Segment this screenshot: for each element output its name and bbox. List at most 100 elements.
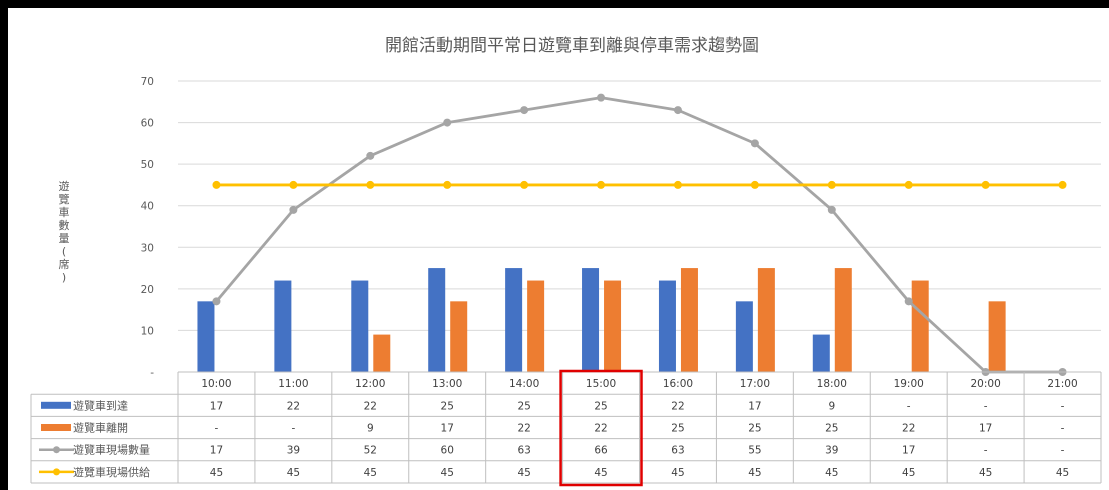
y-axis-label: 遊覽車數量(席)	[59, 179, 70, 284]
data-label: 63	[517, 445, 530, 457]
gridlines	[178, 80, 1101, 331]
line-marker	[904, 180, 913, 189]
legend-label: 遊覽車離開	[73, 421, 128, 435]
legend-swatch	[41, 401, 71, 409]
line-marker	[673, 180, 682, 189]
data-label: 52	[364, 445, 377, 457]
legend-swatch-marker	[53, 446, 60, 454]
bar	[911, 280, 929, 372]
bar	[527, 280, 545, 372]
data-label: -	[984, 400, 988, 412]
y-tick-label: 40	[141, 201, 154, 213]
line-marker	[827, 205, 836, 214]
data-label: 17	[979, 423, 992, 435]
line-marker	[673, 106, 682, 115]
data-label: 45	[287, 467, 300, 479]
data-label: -	[1061, 445, 1065, 457]
line-marker	[443, 118, 452, 127]
data-label: 45	[441, 467, 454, 479]
bar	[582, 268, 600, 372]
legend-swatch-marker	[53, 468, 60, 476]
data-label: 45	[517, 467, 530, 479]
y-tick-labels: - 10 20 30 40 50 60 70	[141, 76, 155, 379]
line-marker	[520, 180, 529, 189]
bar	[834, 268, 852, 372]
line-marker	[366, 180, 375, 189]
data-label: 17	[210, 400, 223, 412]
legend-label: 遊覽車現場數量	[73, 443, 150, 457]
data-label: 22	[364, 400, 377, 412]
bar	[757, 268, 775, 372]
bar	[450, 301, 468, 372]
data-label: 25	[748, 423, 761, 435]
bars	[197, 268, 1006, 372]
data-label: 9	[828, 400, 835, 412]
line-marker	[289, 180, 298, 189]
data-label: 17	[902, 445, 915, 457]
chart-frame: 開館活動期間平常日遊覽車到離與停車需求趨勢圖 遊覽車數量(席) - 10 20 30 4…	[8, 8, 1109, 490]
data-label: 39	[287, 445, 300, 457]
legend-label: 遊覽車現場供給	[73, 465, 150, 479]
data-label: 45	[979, 467, 992, 479]
data-label: 22	[517, 423, 530, 435]
data-label: 22	[902, 423, 915, 435]
line-marker	[520, 106, 529, 115]
bar	[351, 280, 369, 372]
line-marker	[212, 297, 221, 306]
data-label: -	[1061, 400, 1065, 412]
x-tick-label: 13:00	[432, 378, 462, 390]
x-tick-label: 12:00	[355, 378, 385, 390]
bar	[812, 334, 830, 372]
chart-svg: 開館活動期間平常日遊覽車到離與停車需求趨勢圖 遊覽車數量(席) - 10 20 30 4…	[30, 36, 1102, 487]
data-label: -	[1061, 423, 1065, 435]
data-label: 45	[671, 467, 684, 479]
bar	[274, 280, 292, 372]
bar	[428, 268, 446, 372]
data-label: -	[907, 400, 911, 412]
data-label: -	[215, 423, 219, 435]
data-label: 45	[825, 467, 838, 479]
data-label: 25	[825, 423, 838, 435]
line-marker	[750, 180, 759, 189]
x-tick-label: 14:00	[509, 378, 539, 390]
series-line	[215, 96, 1063, 374]
data-table: 10:00 11:00 12:00 13:00 14:00 15:00 16:00 17:00…	[30, 371, 1102, 484]
chart-title: 開館活動期間平常日遊覽車到離與停車需求趨勢圖	[385, 36, 759, 56]
data-label: 25	[671, 423, 684, 435]
line-marker	[597, 93, 606, 102]
data-label: 45	[594, 467, 607, 479]
line-marker	[366, 151, 375, 160]
line-marker	[750, 139, 759, 148]
x-tick-label: 10:00	[201, 378, 231, 390]
bar	[197, 301, 215, 372]
data-label: 17	[748, 400, 761, 412]
bar	[680, 268, 698, 372]
line-marker	[289, 205, 298, 214]
data-label: 66	[594, 445, 608, 457]
bar	[988, 301, 1006, 372]
line-marker	[443, 180, 452, 189]
x-tick-label: 18:00	[817, 378, 847, 390]
data-label: 9	[367, 423, 374, 435]
x-tick-label: 16:00	[663, 378, 693, 390]
x-tick-label: 15:00	[586, 378, 616, 390]
bar	[505, 268, 523, 372]
x-tick-label: 21:00	[1047, 378, 1077, 390]
data-label: -	[291, 423, 295, 435]
data-label: -	[984, 445, 988, 457]
y-tick-label: 50	[141, 159, 154, 171]
y-tick-label: 10	[141, 325, 154, 337]
data-label: 17	[441, 423, 454, 435]
data-label: 25	[517, 400, 530, 412]
data-label: 63	[671, 445, 684, 457]
y-tick-label: 70	[141, 76, 154, 88]
line-marker	[597, 180, 606, 189]
data-label: 22	[594, 423, 607, 435]
data-label: 22	[287, 400, 300, 412]
bar	[735, 301, 753, 372]
data-label: 45	[210, 467, 223, 479]
bar	[373, 334, 391, 372]
x-tick-label: 17:00	[740, 378, 770, 390]
y-tick-label: 30	[141, 242, 154, 254]
y-tick-label: 20	[141, 284, 154, 296]
